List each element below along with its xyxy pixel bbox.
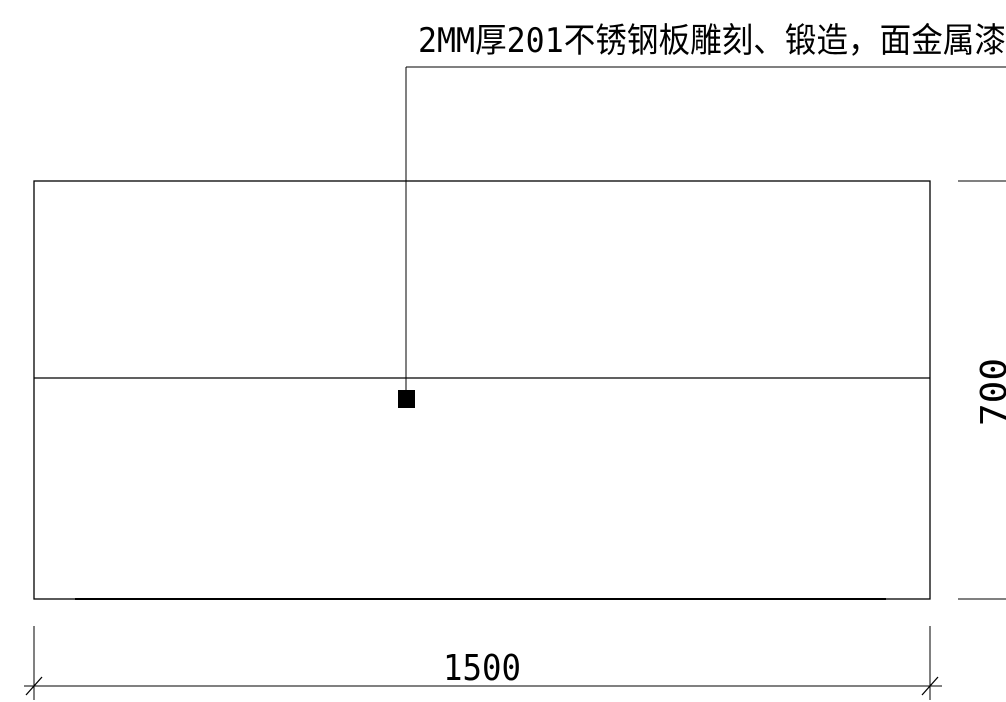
dim-tick-right [921, 676, 939, 696]
panel-outline [33, 180, 931, 600]
dim-height-label: 700 [974, 358, 1006, 426]
leader-marker [398, 390, 415, 408]
material-annotation: 2MM厚201不锈钢板雕刻、锻造，面金属漆 [418, 21, 1006, 61]
dim-tick-left [25, 676, 43, 696]
dim-width-label: 1500 [443, 648, 521, 689]
